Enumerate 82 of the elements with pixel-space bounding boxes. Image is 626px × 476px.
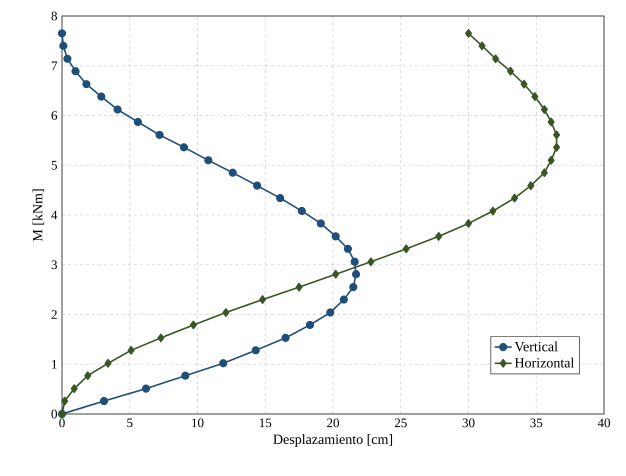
point xyxy=(58,29,66,38)
point xyxy=(492,54,500,64)
point xyxy=(350,258,359,266)
point xyxy=(511,194,518,202)
point xyxy=(507,66,514,76)
point xyxy=(540,168,548,178)
point xyxy=(228,168,237,177)
point xyxy=(352,270,360,278)
point xyxy=(296,282,303,292)
x-axis-title: Desplazamiento [cm] xyxy=(273,434,392,447)
point xyxy=(104,358,112,368)
point xyxy=(222,308,230,317)
y-tick-label: 2 xyxy=(52,310,57,319)
point xyxy=(340,295,348,304)
point xyxy=(553,142,560,152)
point xyxy=(548,118,555,126)
point xyxy=(128,346,135,355)
x-tick-label: 20 xyxy=(327,418,339,428)
point xyxy=(298,206,306,216)
point xyxy=(100,396,108,406)
point xyxy=(155,130,164,139)
x-tick-label: 25 xyxy=(394,418,407,428)
point xyxy=(219,359,228,368)
point xyxy=(548,156,555,165)
point xyxy=(204,156,212,164)
point xyxy=(402,244,410,254)
point xyxy=(349,283,358,292)
legend-label: Vertical xyxy=(514,342,558,352)
point xyxy=(61,396,68,406)
y-tick-label: 8 xyxy=(51,12,57,20)
y-axis-title: M [kNm] xyxy=(32,189,44,242)
y-tick-label: 5 xyxy=(52,160,57,170)
point xyxy=(63,54,72,63)
point xyxy=(134,118,142,126)
x-tick-label: 5 xyxy=(127,418,132,428)
x-tick-label: 0 xyxy=(59,418,65,428)
point xyxy=(367,257,374,266)
point xyxy=(252,346,260,354)
y-tick-label: 1 xyxy=(52,360,57,369)
y-tick-label: 3 xyxy=(52,260,57,270)
point xyxy=(316,219,325,228)
y-tick-label: 4 xyxy=(51,210,58,220)
point xyxy=(281,334,290,342)
point xyxy=(71,67,80,76)
point xyxy=(180,143,188,152)
point xyxy=(326,308,334,317)
x-tick-label: 15 xyxy=(260,418,272,428)
point xyxy=(478,41,486,50)
point xyxy=(97,92,106,101)
x-tick-label: 40 xyxy=(598,418,610,428)
point xyxy=(489,206,496,216)
y-tick-label: 0 xyxy=(51,410,57,418)
point xyxy=(157,333,164,342)
point xyxy=(465,29,472,38)
point xyxy=(520,80,528,89)
point xyxy=(82,80,90,88)
point xyxy=(253,182,262,190)
legend-label: Horizontal xyxy=(514,358,574,368)
point xyxy=(259,295,266,304)
point xyxy=(181,372,190,380)
point xyxy=(59,42,68,50)
point xyxy=(142,384,150,393)
point xyxy=(84,371,92,380)
point xyxy=(332,232,340,240)
point xyxy=(306,320,314,330)
point xyxy=(70,384,78,394)
point xyxy=(332,270,340,279)
x-tick-label: 30 xyxy=(462,418,475,428)
x-tick-label: 35 xyxy=(530,418,542,428)
point xyxy=(540,105,548,114)
point xyxy=(190,320,197,330)
y-tick-label: 7 xyxy=(52,61,58,70)
point xyxy=(435,232,442,241)
y-tick-label: 6 xyxy=(52,111,58,120)
point xyxy=(276,194,284,202)
point xyxy=(344,244,352,253)
point xyxy=(465,219,472,228)
x-tick-label: 10 xyxy=(192,418,204,428)
point xyxy=(113,105,122,114)
point xyxy=(553,130,560,140)
point xyxy=(527,181,534,190)
point xyxy=(531,92,538,101)
